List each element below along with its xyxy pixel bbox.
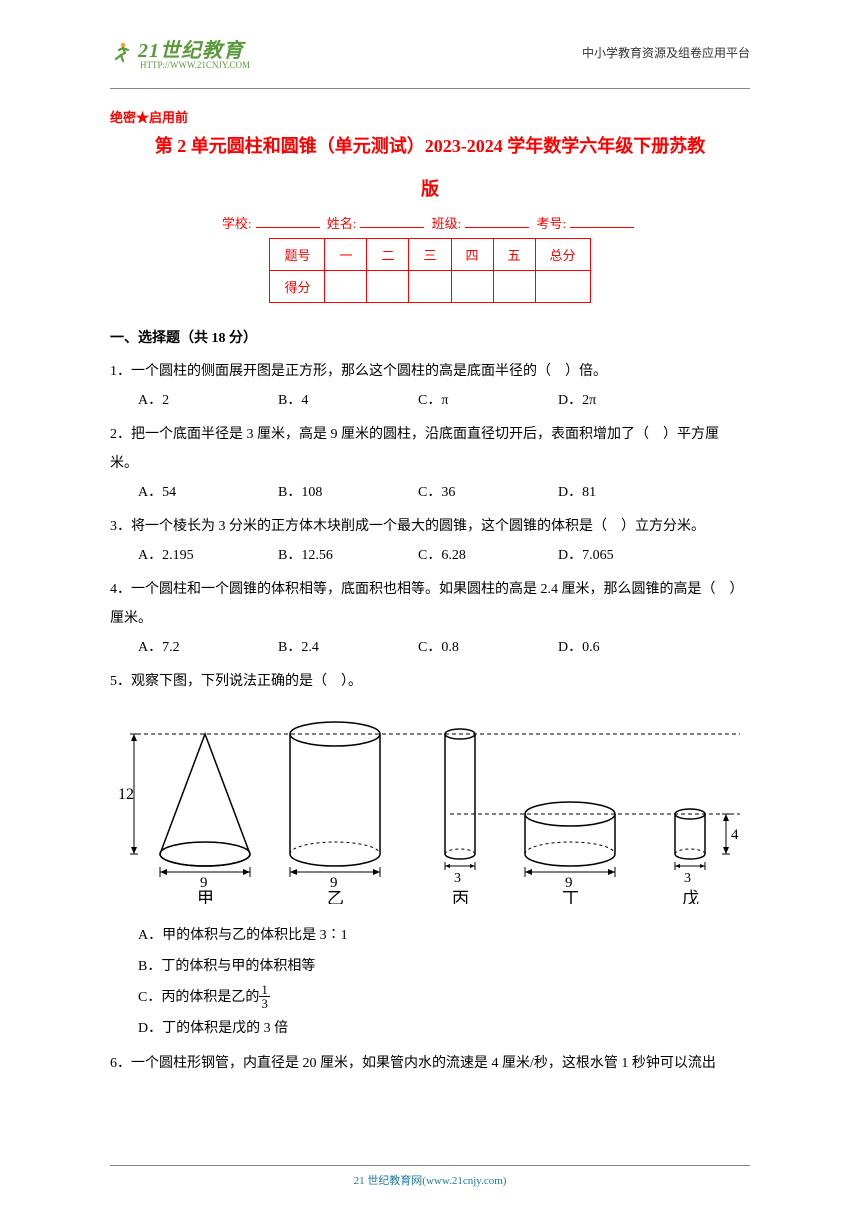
q2-opt-b[interactable]: B．108 <box>278 478 418 507</box>
section-1-heading: 一、选择题（共 18 分） <box>110 327 750 347</box>
q4-opt-d[interactable]: D．0.6 <box>558 633 698 662</box>
score-cell-1[interactable] <box>325 270 367 302</box>
q5-opt-d[interactable]: D．丁的体积是戊的 3 倍 <box>138 1014 750 1045</box>
school-field[interactable] <box>256 227 320 228</box>
q1-opt-d[interactable]: D．2π <box>558 386 698 415</box>
q3-opt-d[interactable]: D．7.065 <box>558 541 698 570</box>
svg-text:12: 12 <box>118 786 134 803</box>
q5-text: 5．观察下图，下列说法正确的是（ ）。 <box>110 667 750 696</box>
score-table: 题号 一 二 三 四 五 总分 得分 <box>269 238 590 303</box>
svg-text:4: 4 <box>731 827 739 843</box>
student-info-line: 学校: 姓名: 班级: 考号: <box>110 213 750 232</box>
svg-text:戊: 戊 <box>682 889 699 904</box>
q2-opt-c[interactable]: C．36 <box>418 478 558 507</box>
q5-opt-a[interactable]: A．甲的体积与乙的体积比是 3∶1 <box>138 921 750 952</box>
q1-text: 1．一个圆柱的侧面展开图是正方形，那么这个圆柱的高是底面半径的（ ）倍。 <box>110 357 750 386</box>
exam-title-line-2: 版 <box>110 175 750 201</box>
header-divider <box>110 88 750 89</box>
score-h1: 一 <box>325 238 367 270</box>
score-h3: 三 <box>409 238 451 270</box>
q4-options: A．7.2 B．2.4 C．0.8 D．0.6 <box>138 633 750 662</box>
q4-opt-a[interactable]: A．7.2 <box>138 633 278 662</box>
q4-text: 4．一个圆柱和一个圆锥的体积相等，底面积也相等。如果圆柱的高是 2.4 厘米，那… <box>110 575 750 604</box>
name-label: 姓名: <box>327 216 357 231</box>
q3-opt-a[interactable]: A．2.195 <box>138 541 278 570</box>
q4-opt-b[interactable]: B．2.4 <box>278 633 418 662</box>
q4-opt-c[interactable]: C．0.8 <box>418 633 558 662</box>
svg-text:乙: 乙 <box>327 889 344 904</box>
q3-options: A．2.195 B．12.56 C．6.28 D．7.065 <box>138 541 750 570</box>
score-cell-2[interactable] <box>367 270 409 302</box>
logo: 21世纪教育 HTTP://WWW.21CNJY.COM <box>110 34 250 70</box>
question-5: 5．观察下图，下列说法正确的是（ ）。 12 <box>110 667 750 1045</box>
score-cell-4[interactable] <box>451 270 493 302</box>
score-cell-total[interactable] <box>535 270 590 302</box>
q2-text: 2．把一个底面半径是 3 厘米，高是 9 厘米的圆柱，沿底面直径切开后，表面积增… <box>110 420 750 449</box>
logo-url: HTTP://WWW.21CNJY.COM <box>140 60 250 70</box>
examno-field[interactable] <box>570 227 634 228</box>
question-2: 2．把一个底面半径是 3 厘米，高是 9 厘米的圆柱，沿底面直径切开后，表面积增… <box>110 420 750 508</box>
exam-title-line-1: 第 2 单元圆柱和圆锥（单元测试）2023-2024 学年数学六年级下册苏教 <box>110 132 750 161</box>
question-1: 1．一个圆柱的侧面展开图是正方形，那么这个圆柱的高是底面半径的（ ）倍。 A．2… <box>110 357 750 416</box>
q5-options: A．甲的体积与乙的体积比是 3∶1 B．丁的体积与甲的体积相等 C．丙的体积是乙… <box>138 921 750 1044</box>
examno-label: 考号: <box>537 216 567 231</box>
svg-text:3: 3 <box>684 871 691 886</box>
score-cell-5[interactable] <box>493 270 535 302</box>
svg-text:3: 3 <box>454 871 461 886</box>
q2-text-2: 米。 <box>110 449 750 478</box>
shapes-diagram: 12 9 甲 <box>110 704 740 904</box>
score-h5: 五 <box>493 238 535 270</box>
svg-text:丁: 丁 <box>562 889 579 904</box>
q5-opt-c[interactable]: C．丙的体积是乙的13 <box>138 983 750 1014</box>
secret-note: 绝密★启用前 <box>110 107 750 126</box>
q5-figure: 12 9 甲 <box>110 704 750 915</box>
runner-icon <box>110 40 134 64</box>
logo-text: 21世纪教育 <box>138 34 250 63</box>
q1-opt-a[interactable]: A．2 <box>138 386 278 415</box>
score-cell-3[interactable] <box>409 270 451 302</box>
score-h4: 四 <box>451 238 493 270</box>
svg-text:甲: 甲 <box>197 889 214 904</box>
svg-text:丙: 丙 <box>452 889 469 904</box>
q1-options: A．2 B．4 C．π D．2π <box>138 386 750 415</box>
score-h6: 总分 <box>535 238 590 270</box>
q5-opt-b[interactable]: B．丁的体积与甲的体积相等 <box>138 952 750 983</box>
footer-text: 21 世纪教育网(www.21cnjy.com) <box>354 1175 507 1187</box>
page-header: 21世纪教育 HTTP://WWW.21CNJY.COM 中小学教育资源及组卷应… <box>110 34 750 70</box>
q3-text: 3．将一个棱长为 3 分米的正方体木块削成一个最大的圆锥，这个圆锥的体积是（ ）… <box>110 512 750 541</box>
score-h0: 题号 <box>270 238 325 270</box>
q2-opt-a[interactable]: A．54 <box>138 478 278 507</box>
score-h2: 二 <box>367 238 409 270</box>
question-3: 3．将一个棱长为 3 分米的正方体木块削成一个最大的圆锥，这个圆锥的体积是（ ）… <box>110 512 750 571</box>
q1-opt-c[interactable]: C．π <box>418 386 558 415</box>
footer-divider <box>110 1165 750 1166</box>
header-right-text: 中小学教育资源及组卷应用平台 <box>582 44 750 61</box>
school-label: 学校: <box>222 216 252 231</box>
q4-text-2: 厘米。 <box>110 604 750 633</box>
name-field[interactable] <box>360 227 424 228</box>
score-row-label: 得分 <box>270 270 325 302</box>
q3-opt-b[interactable]: B．12.56 <box>278 541 418 570</box>
page-footer: 21 世纪教育网(www.21cnjy.com) <box>0 1165 860 1188</box>
class-field[interactable] <box>465 227 529 228</box>
q6-text: 6．一个圆柱形钢管，内直径是 20 厘米，如果管内水的流速是 4 厘米/秒，这根… <box>110 1049 750 1078</box>
question-4: 4．一个圆柱和一个圆锥的体积相等，底面积也相等。如果圆柱的高是 2.4 厘米，那… <box>110 575 750 663</box>
question-6: 6．一个圆柱形钢管，内直径是 20 厘米，如果管内水的流速是 4 厘米/秒，这根… <box>110 1049 750 1078</box>
q2-opt-d[interactable]: D．81 <box>558 478 698 507</box>
class-label: 班级: <box>432 216 462 231</box>
q1-opt-b[interactable]: B．4 <box>278 386 418 415</box>
q2-options: A．54 B．108 C．36 D．81 <box>138 478 750 507</box>
q3-opt-c[interactable]: C．6.28 <box>418 541 558 570</box>
